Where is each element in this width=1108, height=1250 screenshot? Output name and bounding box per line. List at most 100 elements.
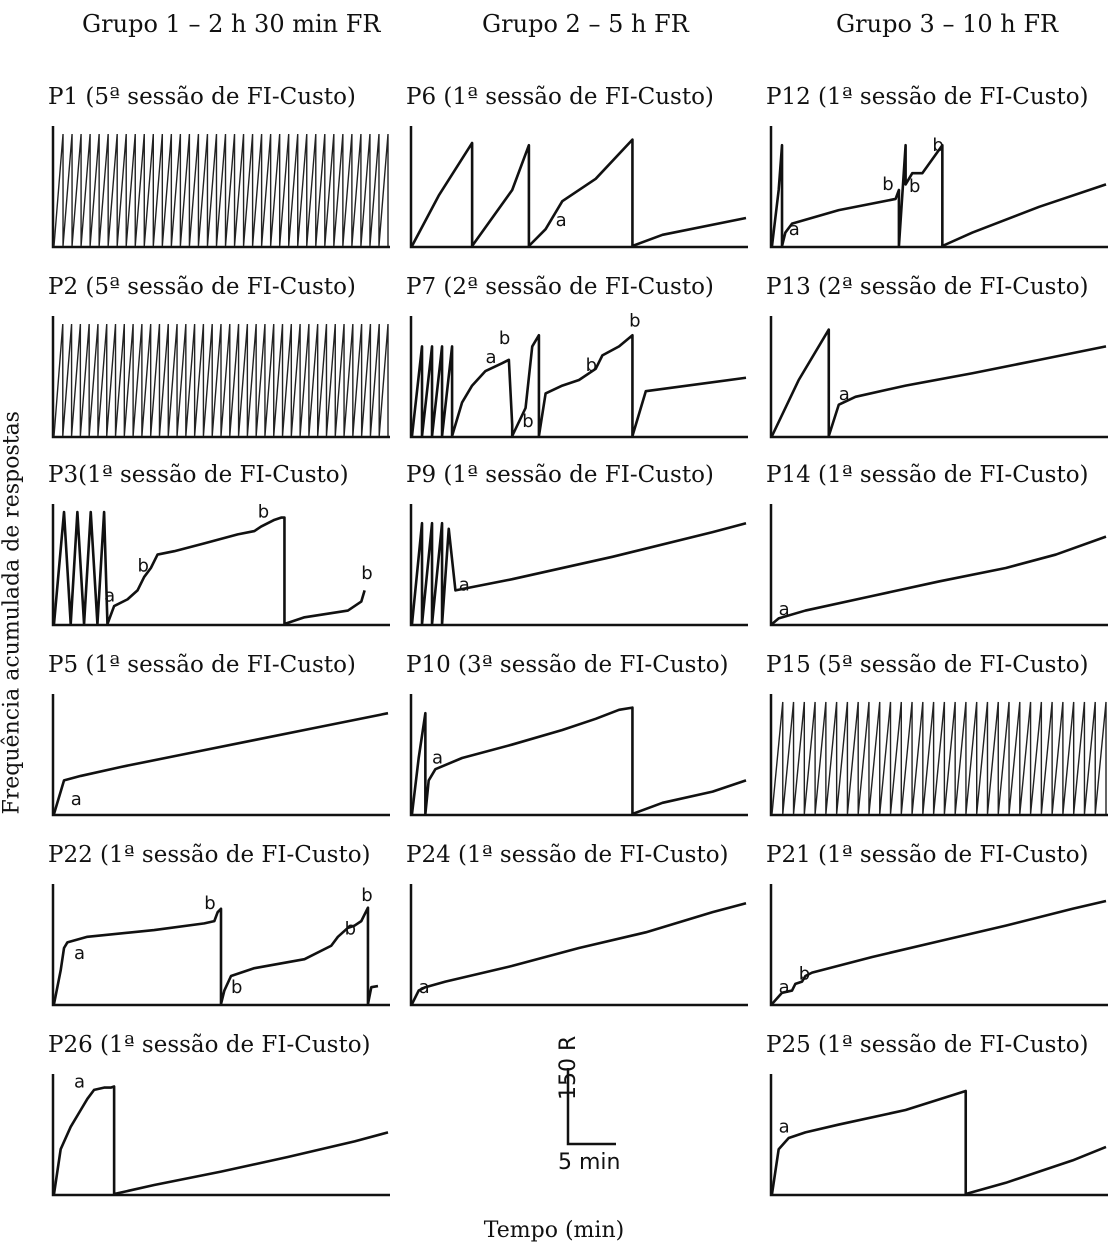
cumulative-record-line — [410, 138, 747, 248]
annotation-label: a — [459, 574, 470, 595]
annotation-label: a — [71, 789, 82, 810]
panel-axes — [769, 1074, 1108, 1197]
scale-time-label: 5 min — [558, 1150, 621, 1175]
panel-title: P3(1ª sessão de FI-Custo) — [48, 462, 349, 488]
cumulative-record-line — [410, 706, 747, 816]
cumulative-record-line — [410, 333, 747, 438]
cumulative-record-line — [770, 143, 1107, 248]
panel-axes — [409, 884, 748, 1007]
panel-plot — [769, 694, 1108, 817]
panel-plot: a — [769, 504, 1108, 627]
panel-title: P6 (1ª sessão de FI-Custo) — [406, 84, 714, 110]
cumulative-record-line — [53, 323, 389, 437]
panel-plot: a — [409, 504, 748, 627]
cumulative-record-line — [52, 510, 366, 626]
panel-plot — [51, 316, 390, 439]
panel-title: P10 (3ª sessão de FI-Custo) — [406, 652, 729, 678]
cumulative-record-line — [771, 701, 1107, 815]
cumulative-record-line — [410, 521, 747, 626]
panel-axes — [51, 1074, 390, 1197]
cumulative-record-line — [770, 1089, 1107, 1196]
panel-plot: a — [409, 884, 748, 1007]
scale-response-label: 150 R — [556, 1035, 581, 1100]
panel-axes — [769, 884, 1108, 1007]
annotation-label: a — [839, 384, 850, 405]
annotation-label: b — [138, 555, 149, 576]
cumulative-record-line — [52, 1085, 389, 1196]
scale-bar-lines — [566, 1068, 616, 1146]
column-title-grupo-1: Grupo 1 – 2 h 30 min FR — [82, 10, 381, 38]
cumulative-record-line — [770, 328, 1107, 438]
annotation-label: b — [799, 963, 810, 984]
panel-plot: a — [51, 1072, 390, 1197]
panel-plot — [51, 126, 390, 249]
panel-axes — [409, 316, 748, 439]
panel-title: P24 (1ª sessão de FI-Custo) — [406, 842, 729, 868]
cumulative-record-line — [52, 711, 389, 815]
panel-title: P14 (1ª sessão de FI-Custo) — [766, 462, 1089, 488]
panel-plot: a b b b — [51, 502, 390, 627]
annotation-label: b — [499, 328, 510, 349]
column-title-grupo-2: Grupo 2 – 5 h FR — [482, 10, 689, 38]
annotation-label: b — [258, 502, 269, 523]
annotation-label: a — [779, 977, 790, 998]
annotation-label: a — [556, 210, 567, 231]
panel-plot: a — [769, 316, 1108, 439]
panel-title: P2 (5ª sessão de FI-Custo) — [48, 274, 356, 300]
panel-title: P26 (1ª sessão de FI-Custo) — [48, 1032, 371, 1058]
panel-axes — [769, 694, 1108, 817]
annotation-label: a — [779, 599, 790, 620]
cumulative-record-line — [52, 906, 379, 1006]
annotation-label: a — [419, 977, 430, 998]
panel-plot: ab — [769, 884, 1108, 1007]
panel-title: P21 (1ª sessão de FI-Custo) — [766, 842, 1089, 868]
annotation-label: a — [789, 219, 800, 240]
column-title-grupo-3: Grupo 3 – 10 h FR — [836, 10, 1059, 38]
panel-title: P13 (2ª sessão de FI-Custo) — [766, 274, 1089, 300]
panel-plot: a — [409, 694, 748, 817]
panel-title: P1 (5ª sessão de FI-Custo) — [48, 84, 356, 110]
annotation-label: a — [74, 943, 85, 964]
annotation-label: b — [586, 355, 597, 376]
x-axis-label: Tempo (min) — [483, 1218, 625, 1243]
panel-axes — [51, 316, 390, 439]
annotation-label: b — [361, 563, 372, 584]
annotation-label: a — [432, 748, 443, 769]
annotation-label: b — [204, 893, 215, 914]
panel-axes — [51, 126, 390, 249]
panel-axes — [51, 694, 390, 817]
y-axis-label: Frequência acumulada de respostas — [0, 411, 25, 815]
panel-title: P9 (1ª sessão de FI-Custo) — [406, 462, 714, 488]
annotation-label: b — [882, 174, 893, 195]
panel-axes — [409, 504, 748, 627]
panel-axes — [409, 694, 748, 817]
annotation-label: b — [522, 411, 533, 432]
annotation-label: a — [485, 347, 496, 368]
annotation-label: b — [231, 977, 242, 998]
panel-title: P22 (1ª sessão de FI-Custo) — [48, 842, 371, 868]
annotation-label: a — [779, 1116, 790, 1137]
cumulative-record-line — [771, 899, 1107, 1005]
panel-title: P5 (1ª sessão de FI-Custo) — [48, 652, 356, 678]
annotation-label: b — [345, 919, 356, 940]
panel-title: P12 (1ª sessão de FI-Custo) — [766, 84, 1089, 110]
panel-plot: a — [769, 1074, 1108, 1197]
panel-axes — [409, 126, 748, 249]
annotation-label: b — [361, 885, 372, 906]
cumulative-record-line — [771, 535, 1107, 625]
panel-plot: a — [51, 694, 390, 817]
panel-axes — [769, 126, 1108, 249]
panel-title: P25 (1ª sessão de FI-Custo) — [766, 1032, 1089, 1058]
cumulative-record-line — [410, 901, 747, 1005]
panel-axes — [51, 504, 390, 627]
annotation-label: a — [74, 1072, 85, 1093]
panel-plot: a — [409, 126, 748, 249]
panel-axes — [769, 504, 1108, 627]
cumulative-record-line — [53, 133, 389, 247]
panel-axes — [51, 884, 390, 1007]
annotation-label: b — [932, 135, 943, 156]
panel-title: P15 (5ª sessão de FI-Custo) — [766, 652, 1089, 678]
panel-title: P7 (2ª sessão de FI-Custo) — [406, 274, 714, 300]
